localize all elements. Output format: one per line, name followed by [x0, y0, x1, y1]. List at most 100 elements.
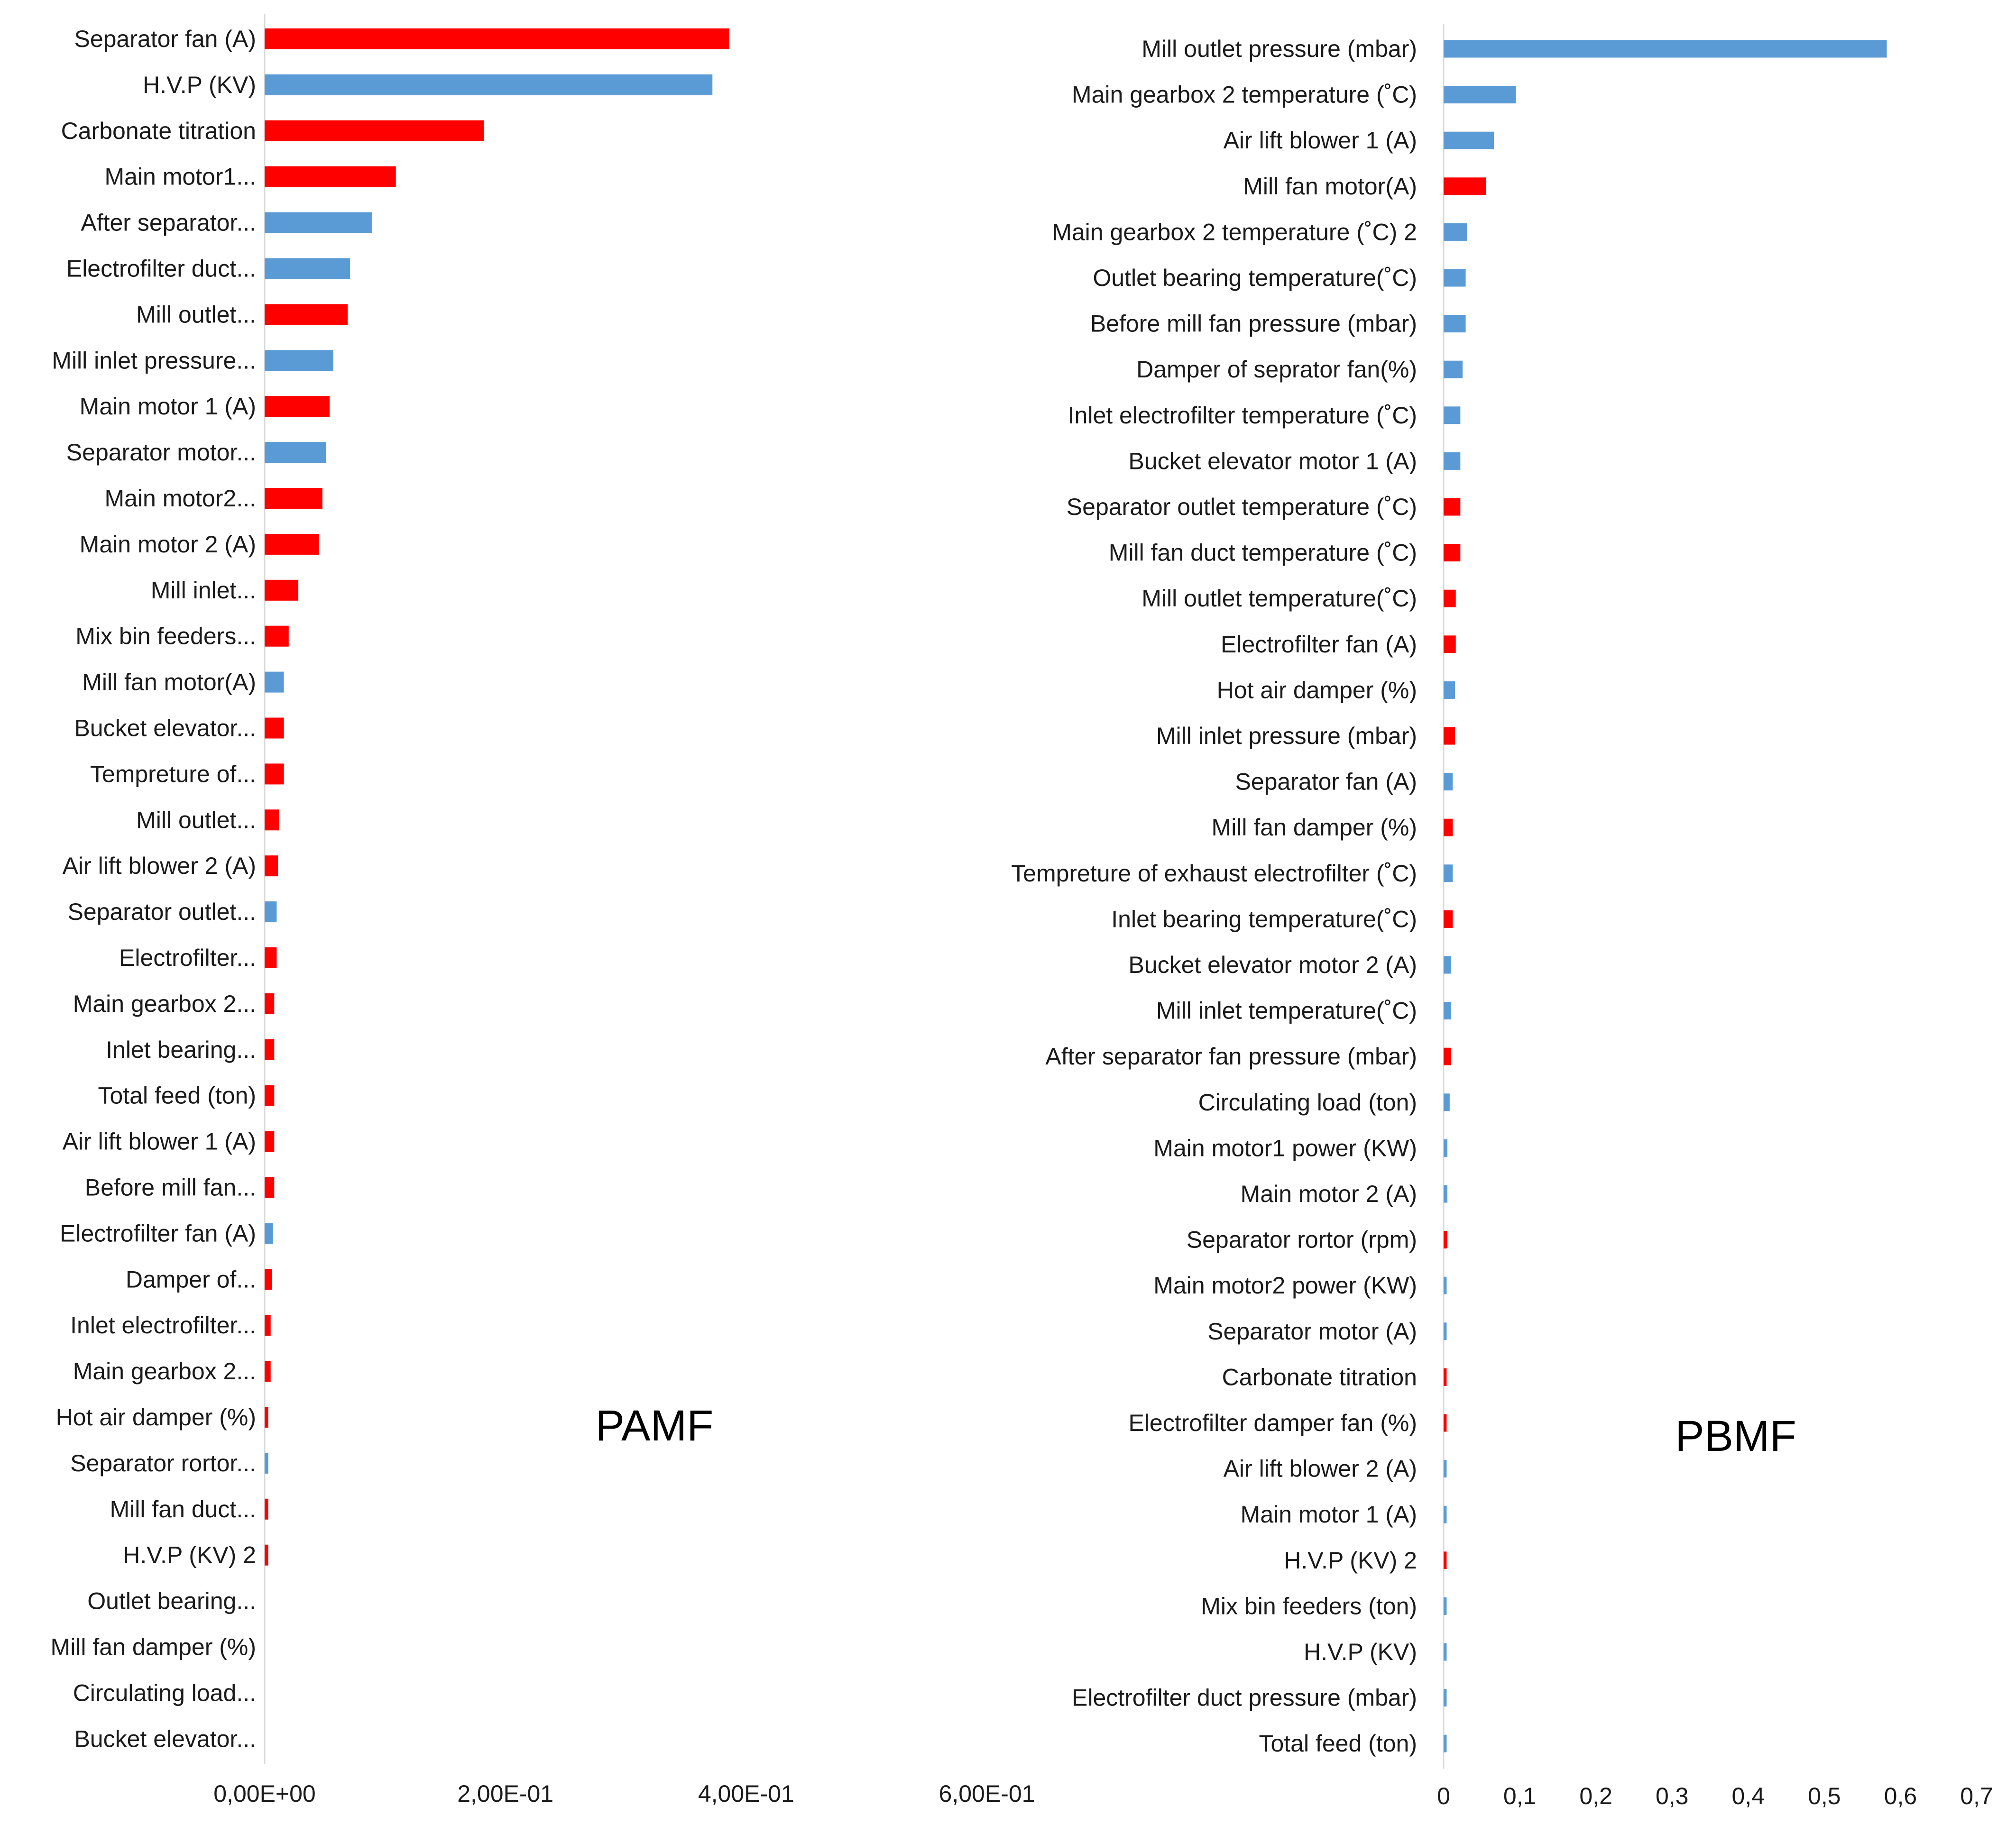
pamf-bar	[265, 533, 319, 555]
pamf-bar	[265, 1452, 268, 1474]
pbmf-category-label: Carbonate titration	[1222, 1364, 1417, 1390]
pbmf-category-label: Hot air damper (%)	[1217, 677, 1417, 703]
pbmf-category-label: Air lift blower 2 (A)	[1224, 1456, 1417, 1482]
pamf-bar	[265, 671, 284, 693]
pbmf-bar	[1444, 1047, 1452, 1065]
pbmf-category-label: Main gearbox 2 temperature (˚C) 2	[1052, 219, 1417, 245]
pamf-category-label: Separator fan (A)	[74, 26, 256, 52]
pamf-category-label: H.V.P (KV)	[143, 72, 256, 98]
pbmf-category-label: Separator outlet temperature (˚C)	[1067, 494, 1417, 520]
pamf-category-label: Hot air damper (%)	[56, 1404, 256, 1431]
pbmf-category-label: Air lift blower 1 (A)	[1224, 127, 1417, 154]
pamf-bar	[265, 947, 277, 968]
pbmf-category-label: Mill outlet pressure (mbar)	[1141, 36, 1417, 62]
pamf-category-label: Bucket elevator...	[74, 715, 256, 742]
pbmf-bar	[1444, 589, 1456, 607]
pamf-bar	[265, 717, 284, 739]
pamf-x-tick-label: 4,00E-01	[698, 1780, 794, 1807]
pamf-bar	[265, 212, 372, 233]
pamf-x-tick-label: 0,00E+00	[213, 1780, 315, 1807]
pbmf-category-label: Inlet electrofilter temperature (˚C)	[1068, 402, 1417, 429]
pbmf-bar	[1444, 864, 1453, 882]
pbmf-category-label: After separator fan pressure (mbar)	[1045, 1043, 1417, 1070]
pbmf-bar	[1444, 223, 1467, 241]
pamf-category-label: Outlet bearing...	[87, 1588, 256, 1614]
pbmf-bar	[1444, 1276, 1447, 1294]
pbmf-bar	[1444, 177, 1486, 195]
pbmf-category-label: Damper of seprator fan(%)	[1136, 356, 1417, 383]
pamf-bar	[265, 901, 277, 923]
pamf-category-label: Carbonate titration	[61, 118, 256, 144]
pamf-category-label: Separator outlet...	[68, 899, 256, 925]
pbmf-bar	[1444, 681, 1455, 699]
pbmf-bar	[1444, 1093, 1450, 1111]
pamf-category-label: Separator rortor...	[70, 1450, 256, 1477]
pamf-bar	[265, 1085, 275, 1106]
pamf-category-label: Circulating load...	[73, 1679, 256, 1706]
pbmf-category-label: Main motor 1 (A)	[1241, 1501, 1417, 1528]
pbmf-x-tick-label: 0,4	[1732, 1783, 1765, 1809]
pamf-bar	[265, 1223, 273, 1244]
pbmf-bar	[1444, 1322, 1447, 1340]
pamf-category-label: Inlet bearing...	[106, 1036, 256, 1063]
pbmf-bar	[1444, 86, 1516, 104]
pamf-bar	[265, 855, 278, 877]
pamf-bar	[265, 579, 299, 601]
pamf-bar	[265, 1269, 272, 1290]
pamf-category-label: Electrofilter fan (A)	[60, 1220, 256, 1247]
pamf-category-label: Main motor2...	[104, 485, 256, 512]
pbmf-category-label: Separator motor (A)	[1207, 1318, 1417, 1345]
pamf-bar	[265, 350, 333, 371]
pbmf-bar	[1444, 1734, 1447, 1752]
pbmf-bar	[1444, 956, 1452, 974]
pamf-category-label: Main motor1...	[104, 164, 256, 190]
pbmf-category-label: Circulating load (ton)	[1198, 1089, 1417, 1116]
pbmf-category-label: Tempreture of exhaust electrofilter (˚C)	[1011, 860, 1417, 887]
pbmf-category-label: Mill fan duct temperature (˚C)	[1109, 540, 1417, 566]
pamf-bar	[265, 1039, 275, 1060]
pbmf-category-label: Inlet bearing temperature(˚C)	[1111, 906, 1417, 932]
pbmf-category-label: Main motor2 power (KW)	[1153, 1272, 1417, 1299]
pamf-category-label: Separator motor...	[66, 439, 256, 466]
pamf-category-label: Main gearbox 2...	[73, 1358, 256, 1385]
pbmf-bar	[1444, 1231, 1448, 1249]
pbmf-bar	[1444, 406, 1461, 424]
pbmf-bar	[1444, 360, 1463, 378]
pamf-bar	[265, 1544, 268, 1566]
pbmf-category-label: H.V.P (KV)	[1304, 1639, 1417, 1665]
pbmf-category-label: Mill inlet temperature(˚C)	[1156, 998, 1417, 1024]
pamf-x-tick-label: 2,00E-01	[457, 1780, 553, 1807]
pamf-bar	[265, 28, 729, 49]
pamf-category-label: Main motor 2 (A)	[80, 531, 256, 558]
pbmf-bar	[1444, 910, 1453, 928]
pbmf-bar	[1444, 498, 1461, 516]
pamf-category-label: Mill outlet...	[136, 807, 256, 833]
pamf-bar	[265, 625, 289, 647]
pbmf-bar	[1444, 1139, 1448, 1157]
pamf-title: PAMF	[596, 1402, 714, 1450]
pbmf-bar	[1444, 40, 1887, 58]
pbmf-category-label: Electrofilter duct pressure (mbar)	[1072, 1685, 1417, 1711]
pbmf-title: PBMF	[1675, 1412, 1796, 1460]
pamf-bar	[265, 74, 713, 95]
pamf-bar	[265, 442, 326, 463]
pamf-bar	[265, 763, 284, 785]
pbmf-category-label: Bucket elevator motor 2 (A)	[1128, 952, 1417, 978]
pamf-bar	[265, 993, 275, 1014]
pbmf-category-label: Electrofilter damper fan (%)	[1128, 1410, 1417, 1436]
pbmf-bar	[1444, 315, 1466, 333]
pbmf-panel: Mill outlet pressure (mbar) Main gearbox …	[1011, 23, 1993, 1809]
pamf-bar	[265, 120, 484, 141]
pamf-category-label: Tempreture of...	[90, 761, 256, 787]
pbmf-category-label: Mill outlet temperature(˚C)	[1141, 585, 1417, 612]
pamf-category-label: Inlet electrofilter...	[70, 1312, 256, 1339]
pbmf-bar	[1444, 1689, 1447, 1707]
pbmf-bar	[1444, 544, 1461, 562]
pbmf-x-tick-label: 0,5	[1808, 1783, 1841, 1809]
pamf-bar	[265, 1407, 268, 1428]
pbmf-category-label: H.V.P (KV) 2	[1284, 1547, 1417, 1574]
pbmf-category-label: Outlet bearing temperature(˚C)	[1093, 265, 1417, 291]
pbmf-category-label: Bucket elevator motor 1 (A)	[1128, 448, 1417, 474]
pbmf-x-tick-label: 0	[1437, 1783, 1450, 1809]
pbmf-category-label: Mill inlet pressure (mbar)	[1156, 723, 1417, 749]
